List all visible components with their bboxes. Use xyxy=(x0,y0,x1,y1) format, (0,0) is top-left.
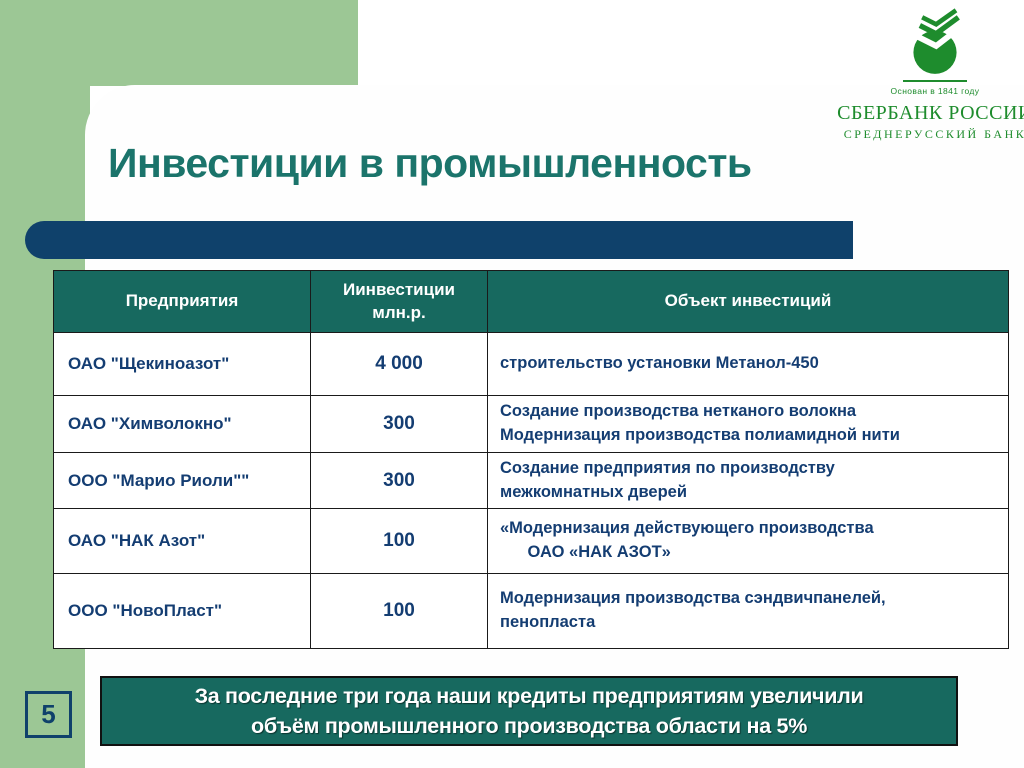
summary-banner: За последние три года наши кредиты предп… xyxy=(100,676,958,746)
logo-founded-text: Основан в 1841 году xyxy=(890,86,980,96)
amount-cell: 100 xyxy=(310,508,488,574)
object-cell: Создание производства нетканого волокна … xyxy=(487,395,1009,453)
table-row: ОАО "Щекиноазот" 4 000 строительство уст… xyxy=(53,332,1009,396)
object-cell: строительство установки Метанол-450 xyxy=(487,332,1009,396)
header-investments: Иинвестиции млн.р. xyxy=(310,270,488,333)
sberbank-logo: Основан в 1841 году СБЕРБАНК РОССИИ СРЕД… xyxy=(837,8,1024,142)
header-object: Объект инвестиций xyxy=(487,270,1009,333)
page-number: 5 xyxy=(25,691,72,738)
logo-bank-name: СБЕРБАНК РОССИИ xyxy=(837,102,1024,124)
company-cell: ОАО "НАК Азот" xyxy=(53,508,311,574)
table-row: ООО "Марио Риоли"" 300 Создание предприя… xyxy=(53,452,1009,509)
table-row: ООО "НовоПласт" 100 Модернизация произво… xyxy=(53,573,1009,649)
amount-cell: 100 xyxy=(310,573,488,649)
amount-cell: 300 xyxy=(310,395,488,453)
frame-top-bar xyxy=(0,0,358,86)
object-cell: Создание предприятия по производству меж… xyxy=(487,452,1009,509)
amount-cell: 300 xyxy=(310,452,488,509)
object-cell: «Модернизация действующего производства … xyxy=(487,508,1009,574)
logo-division-name: СРЕДНЕРУССКИЙ БАНК xyxy=(843,127,1024,141)
header-companies: Предприятия xyxy=(53,270,311,333)
page-title: Инвестиции в промышленность xyxy=(108,140,752,186)
table-row: ОАО "НАК Азот" 100 «Модернизация действу… xyxy=(53,508,1009,574)
table-header-row: Предприятия Иинвестиции млн.р. Объект ин… xyxy=(53,270,1009,333)
investments-table: Предприятия Иинвестиции млн.р. Объект ин… xyxy=(53,270,1009,649)
sberbank-logo-icon xyxy=(908,8,966,74)
object-cell: Модернизация производства сэндвичпанелей… xyxy=(487,573,1009,649)
amount-cell: 4 000 xyxy=(310,332,488,396)
title-underline-bar xyxy=(25,221,853,259)
company-cell: ОАО "Щекиноазот" xyxy=(53,332,311,396)
company-cell: ООО "НовоПласт" xyxy=(53,573,311,649)
logo-divider xyxy=(903,80,967,82)
table-row: ОАО "Химволокно" 300 Создание производст… xyxy=(53,395,1009,453)
company-cell: ООО "Марио Риоли"" xyxy=(53,452,311,509)
company-cell: ОАО "Химволокно" xyxy=(53,395,311,453)
